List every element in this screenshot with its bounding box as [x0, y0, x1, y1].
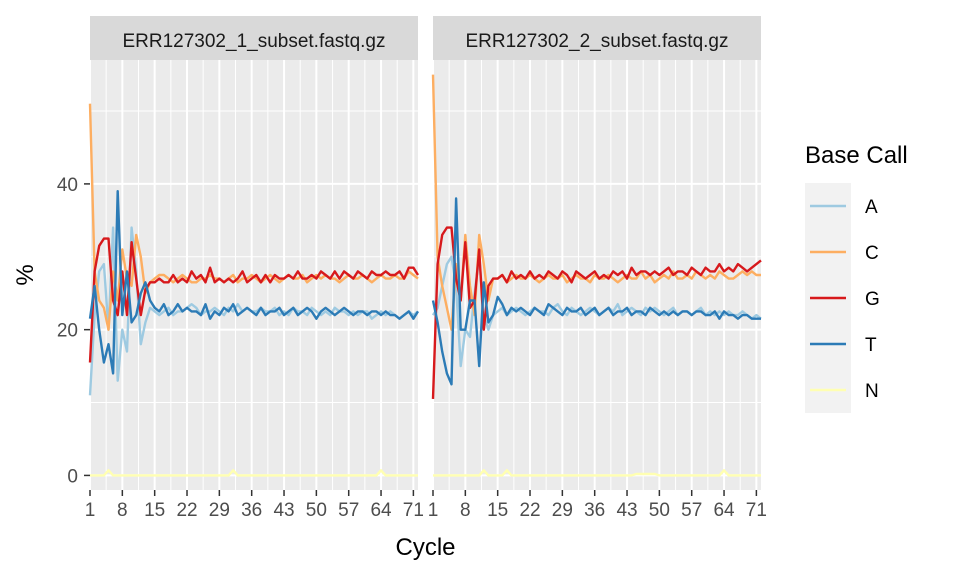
x-tick-label: 15 [487, 500, 508, 521]
x-tick-label: 43 [616, 500, 637, 521]
x-tick-label: 29 [209, 500, 230, 521]
x-tick-label: 71 [403, 500, 424, 521]
y-axis-title: % [12, 264, 39, 285]
series-line-t [431, 197, 761, 386]
series-line-t [88, 189, 420, 375]
y-tick-label: 20 [57, 321, 78, 342]
x-tick-label: 64 [370, 500, 392, 521]
x-tick-label: 1 [85, 500, 96, 521]
legend: Base Call A C G T N [805, 142, 908, 413]
x-tick-label: 8 [117, 500, 128, 521]
y-tick-label: 40 [57, 175, 78, 196]
facet-strip [90, 16, 418, 60]
legend-label-c: C [865, 243, 879, 264]
x-tick-label: 57 [338, 500, 359, 521]
legend-label-a: A [865, 197, 878, 218]
series-line-n [433, 469, 761, 477]
legend-title: Base Call [805, 142, 908, 169]
x-tick-label: 8 [460, 500, 471, 521]
facet-panel-1: ERR127302_1_subset.fastq.gz 1 8 15 22 29 36 43 5… [57, 16, 424, 521]
x-tick-label: 64 [713, 500, 735, 521]
legend-label-n: N [865, 381, 879, 402]
series-line-g [88, 237, 420, 363]
x-tick-label: 71 [746, 500, 767, 521]
x-axis-title: Cycle [395, 534, 455, 561]
series-line-n [90, 469, 418, 477]
series-line-g [431, 226, 762, 399]
legend-label-g: G [865, 289, 880, 310]
x-tick-label: 22 [176, 500, 197, 521]
x-tick-label: 43 [273, 500, 294, 521]
facet-strip-label: ERR127302_1_subset.fastq.gz [122, 31, 385, 52]
x-tick-label: 22 [519, 500, 540, 521]
x-tick-label: 50 [306, 500, 327, 521]
y-tick-label: 0 [67, 466, 78, 487]
legend-label-t: T [865, 335, 877, 356]
x-tick-label: 15 [144, 500, 165, 521]
x-tick-label: 36 [241, 500, 262, 521]
facet-panel-2: ERR127302_2_subset.fastq.gz 1 8 15 22 29 36 43 5… [428, 16, 767, 521]
x-tick-label: 57 [681, 500, 702, 521]
facet-strip [433, 16, 761, 60]
x-tick-label: 50 [649, 500, 670, 521]
x-tick-label: 29 [552, 500, 573, 521]
x-tick-label: 36 [584, 500, 605, 521]
x-tick-label: 1 [428, 500, 439, 521]
facet-strip-label: ERR127302_2_subset.fastq.gz [465, 31, 728, 52]
